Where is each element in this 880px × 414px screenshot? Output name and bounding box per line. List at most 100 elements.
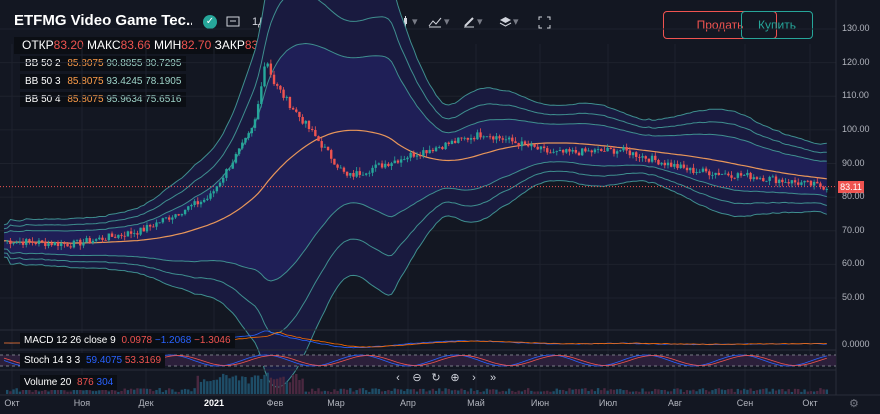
candle-body (657, 159, 660, 165)
volume-bar (330, 391, 333, 394)
time-axis-label: Май (467, 398, 485, 408)
stoch-d: 53.3169 (124, 355, 162, 366)
candle-body (498, 136, 501, 139)
volume-bar (231, 376, 234, 394)
candle-body (59, 243, 63, 247)
volume-bar (708, 391, 711, 394)
zoom-out-icon[interactable]: ⊖ (412, 372, 422, 384)
bb-legend-2[interactable]: BB 50 3 85.8075 93.4245 78.1905 (20, 74, 187, 89)
volume-bar (164, 390, 168, 394)
candle-body (56, 242, 60, 247)
volume-bar (441, 391, 444, 394)
volume-legend[interactable]: Volume 20 876 304 (20, 375, 118, 390)
volume-bar (679, 389, 682, 394)
volume-bar (701, 388, 705, 394)
volume-bar (704, 390, 708, 394)
volume-bar (415, 391, 419, 394)
chevron-down-icon[interactable]: ▾ (477, 16, 483, 28)
candle-body (209, 193, 212, 199)
volume-bar (457, 390, 460, 394)
candle-body (530, 144, 533, 147)
volume-bar (546, 390, 549, 394)
volume-bar (472, 391, 476, 394)
current-price-tag: 83.11 (838, 181, 864, 193)
macd-legend[interactable]: MACD 12 26 close 9 0.0978 −1.2068 −1.304… (20, 333, 235, 348)
zoom-in-icon[interactable]: ⊕ (450, 372, 460, 384)
candle-body (126, 231, 130, 237)
candle-body (384, 163, 387, 168)
symbol-title[interactable]: ETFMG Video Game Tec... (14, 12, 192, 29)
bb-legend-3[interactable]: BB 50 4 85.8075 95.9634 75.6516 (20, 92, 187, 107)
candle-body (231, 162, 234, 169)
candle-body (752, 177, 755, 180)
volume-bar (107, 391, 111, 394)
chevron-down-icon[interactable]: ▾ (372, 16, 378, 28)
volume-bar (215, 379, 219, 394)
buy-button[interactable]: Купить (741, 11, 813, 39)
candles-icon[interactable] (396, 11, 410, 33)
volume-bar (145, 388, 149, 394)
volume-bar (422, 388, 425, 394)
chevron-down-icon[interactable]: ▾ (412, 16, 418, 28)
volume-bar (301, 378, 304, 394)
candle-body (558, 149, 562, 152)
indicators-icon[interactable] (428, 11, 442, 33)
volume-bar (733, 391, 736, 394)
candle-body (266, 63, 269, 67)
compare-icon[interactable] (226, 11, 240, 33)
stoch-legend[interactable]: Stoch 14 3 3 59.4075 53.3169 (20, 353, 166, 368)
layers-icon[interactable] (499, 11, 512, 33)
scroll-left-icon[interactable]: ‹ (396, 372, 400, 384)
go-to-realtime-icon[interactable]: » (489, 372, 497, 384)
volume-bar (692, 389, 695, 394)
settings-icon[interactable]: ⚙ (849, 398, 859, 410)
volume-bar (635, 391, 638, 394)
fullscreen-icon[interactable] (538, 11, 551, 33)
volume-bar (730, 388, 733, 394)
candle-body (298, 111, 301, 117)
candle-body (555, 151, 558, 152)
volume-bar (466, 391, 470, 394)
candle-body (349, 173, 352, 176)
bb-legend-1[interactable]: BB 50 2 85.8075 90.8855 80.7295 (20, 56, 187, 71)
volume-bar (279, 377, 282, 394)
candle-body (91, 240, 95, 244)
volume-bar (253, 375, 257, 394)
candle-body (422, 150, 425, 156)
candle-body (145, 225, 149, 232)
volume-bar (342, 388, 346, 394)
chevron-down-icon[interactable]: ▾ (513, 16, 519, 28)
candle-body (615, 151, 619, 154)
volume-bar (501, 390, 504, 394)
time-axis-label: 2021 (203, 398, 225, 408)
candle-body (457, 137, 460, 143)
candle-body (565, 149, 568, 153)
bb-basis: 85.8075 (67, 76, 104, 87)
volume-bar (244, 376, 247, 394)
scroll-right-icon[interactable]: › (472, 372, 476, 384)
candle-body (546, 148, 549, 153)
volume-bar (504, 391, 508, 394)
chart-navigation: ‹ ⊖ ↻ ⊕ › » (390, 371, 501, 385)
chevron-down-icon[interactable]: ▾ (444, 16, 450, 28)
volume-bar (218, 377, 222, 394)
price-axis-label: 110.00 (842, 90, 869, 101)
volume-bar (628, 391, 632, 394)
volume-bar (314, 391, 317, 394)
pencil-icon[interactable] (463, 11, 475, 33)
volume-bar (790, 391, 794, 394)
price-axis-label: 60.00 (842, 258, 865, 269)
reset-icon[interactable]: ↻ (431, 372, 441, 384)
candle-body (787, 182, 790, 184)
chevron-down-icon[interactable]: ▾ (289, 16, 295, 28)
candle-body (256, 104, 260, 120)
candle-body (488, 136, 492, 138)
candle-body (142, 227, 145, 232)
volume-bar (615, 389, 619, 394)
volume-bar (21, 389, 25, 394)
volume-bar (37, 391, 41, 394)
macd-hist: −1.3046 (194, 335, 231, 346)
candle-body (253, 119, 257, 128)
candle-body (9, 240, 12, 244)
candle-body (479, 132, 482, 138)
